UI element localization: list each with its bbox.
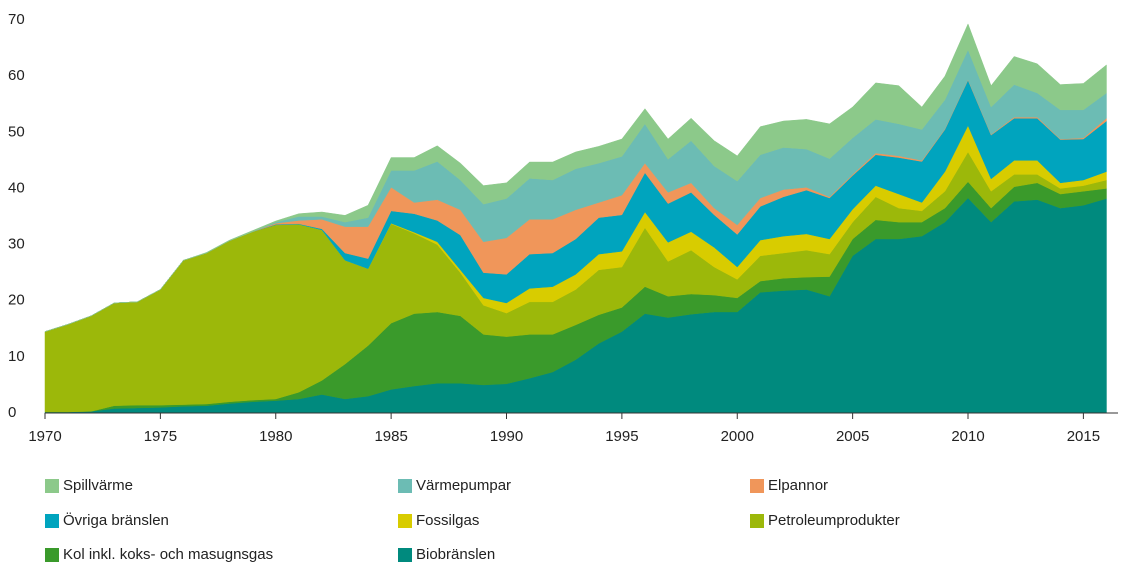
y-tick-label: 0 [8,404,16,421]
x-tick-label: 2000 [721,428,754,445]
legend-swatch [398,514,412,528]
y-tick-label: 20 [8,292,25,309]
y-tick-label: 50 [8,123,25,140]
legend-label: Petroleumprodukter [768,512,900,529]
legend-swatch [45,479,59,493]
legend-label: Kol inkl. koks- och masugnsgas [63,546,273,563]
x-tick-label: 1985 [374,428,407,445]
y-tick-label: 10 [8,348,25,365]
legend-label: Spillvärme [63,477,133,494]
x-tick-label: 1990 [490,428,523,445]
x-tick-label: 2010 [951,428,984,445]
x-tick-label: 1995 [605,428,638,445]
legend-swatch [750,479,764,493]
legend-swatch [398,479,412,493]
y-tick-label: 60 [8,67,25,84]
legend-label: Biobränslen [416,546,495,563]
legend-swatch [45,548,59,562]
x-tick-label: 1980 [259,428,292,445]
legend-swatch [398,548,412,562]
y-tick-label: 30 [8,236,25,253]
legend-label: Värmepumpar [416,477,511,494]
x-tick-label: 2005 [836,428,869,445]
x-tick-label: 1970 [28,428,61,445]
legend-swatch [750,514,764,528]
y-tick-label: 70 [8,11,25,28]
x-tick-label: 1975 [144,428,177,445]
legend-label: Fossilgas [416,512,479,529]
y-tick-label: 40 [8,179,25,196]
legend-label: Övriga bränslen [63,511,169,529]
legend-label: Elpannor [768,477,828,494]
area [44,23,1107,332]
x-tick-label: 2015 [1067,428,1100,445]
legend-swatch [45,514,59,528]
